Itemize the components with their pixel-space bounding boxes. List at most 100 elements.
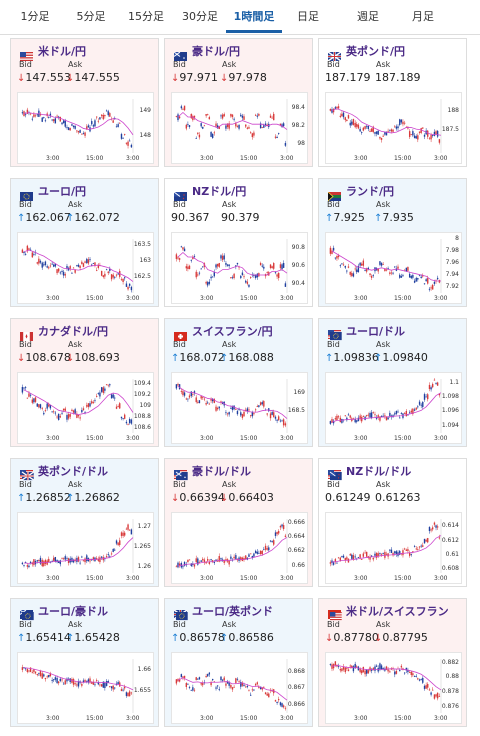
rate-card[interactable]: カナダドル/円 Bid Ask ↓108.678 ↓108.693 109.4 109.2 1…	[10, 318, 159, 447]
candle	[53, 679, 55, 681]
pair-name[interactable]: NZドル/ドル	[346, 465, 412, 478]
candle	[220, 401, 222, 403]
rate-card[interactable]: 米ドル/円 Bid Ask ↓147.553 ↓147.555 149 148 3:00 15:…	[10, 38, 159, 167]
x-tick-label: 15:00	[86, 295, 104, 302]
candle	[369, 667, 371, 671]
flag-icon	[19, 606, 34, 621]
price-chart[interactable]: 8 7.98 7.96 7.94 7.92 3:00 15:00 3:00	[325, 232, 462, 304]
pair-name[interactable]: 豪ドル/円	[192, 45, 241, 58]
price-chart[interactable]: 90.8 90.6 90.4 3:00 15:00 3:00	[171, 232, 308, 304]
candle	[86, 555, 88, 562]
candle	[423, 283, 426, 285]
price-chart[interactable]: 109.4 109.2 109 108.8 108.6 3:00 15:00 3:00	[17, 372, 154, 444]
candle	[211, 276, 214, 278]
price-chart[interactable]: 1.66 1.655 3:00 15:00 3:00	[17, 652, 154, 724]
candle	[197, 132, 199, 134]
candle	[408, 273, 411, 278]
tab-4[interactable]: 30分足	[182, 10, 218, 23]
ask-label: Ask	[222, 620, 237, 629]
candle	[404, 548, 406, 550]
candle	[433, 131, 436, 136]
candle	[96, 558, 98, 559]
pair-name[interactable]: スイスフラン/円	[192, 325, 273, 338]
price-chart[interactable]: 0.666 0.664 0.662 0.66 3:00 15:00 3:00	[171, 512, 308, 584]
price-chart[interactable]: 1.1 1.098 1.096 1.094 3:00 15:00 3:00	[325, 372, 462, 444]
ask-label: Ask	[222, 340, 237, 349]
candle	[377, 268, 379, 272]
candle	[410, 275, 412, 279]
candle	[59, 416, 61, 418]
pair-name[interactable]: ユーロ/ドル	[346, 325, 406, 338]
candle	[341, 556, 343, 557]
tab-1[interactable]: 1分足	[20, 10, 50, 23]
pair-name[interactable]: ユーロ/豪ドル	[38, 605, 109, 618]
y-tick-label: 98.2	[291, 122, 305, 129]
candle	[82, 680, 85, 683]
candle	[99, 117, 101, 120]
rate-card[interactable]: 英ポンド/円 Bid Ask 187.179 187.189 188 187.5 3:00 15…	[318, 38, 467, 167]
price-chart[interactable]: 149 148 3:00 15:00 3:00	[17, 92, 154, 164]
candle	[347, 414, 350, 416]
pair-name[interactable]: 米ドル/スイスフラン	[346, 605, 449, 618]
rate-card[interactable]: NZドル/円 Bid Ask 90.367 90.379 90.8 90.6 90.4 3:00…	[164, 178, 313, 307]
x-tick-label: 3:00	[46, 295, 60, 302]
tab-5[interactable]: 1時間足	[226, 0, 282, 33]
price-chart[interactable]: 0.868 0.867 0.866 3:00 15:00 3:00	[171, 652, 308, 724]
bid-label: Bid	[19, 480, 32, 489]
pair-name[interactable]: 米ドル/円	[38, 45, 87, 58]
rate-card[interactable]: ユーロ/英ポンド Bid Ask ↑0.86578 ↑0.86586 0.868 0.867…	[164, 598, 313, 727]
candle	[367, 125, 369, 129]
x-tick-label: 3:00	[126, 435, 140, 442]
tab-8[interactable]: 月足	[412, 10, 434, 23]
rate-card[interactable]: 米ドル/スイスフラン Bid Ask ↓0.87780 ↓0.87795 0.882 0.8…	[318, 598, 467, 727]
candle	[66, 557, 68, 559]
price-chart[interactable]: 0.614 0.612 0.61 0.608 3:00 15:00 3:00	[325, 512, 462, 584]
pair-name[interactable]: 英ポンド/円	[346, 45, 406, 58]
x-tick-label: 3:00	[280, 575, 294, 582]
rate-card[interactable]: NZドル/ドル Bid Ask 0.61249 0.61263 0.614 0.612 0.6…	[318, 458, 467, 587]
candle	[370, 555, 373, 557]
rate-card[interactable]: 豪ドル/円 Bid Ask ↓97.971 ↓97.978 98.4 98.2 98 3:00 1…	[164, 38, 313, 167]
candle	[29, 394, 32, 396]
candle	[210, 276, 212, 279]
candle	[407, 266, 409, 271]
candle	[26, 109, 29, 114]
price-chart[interactable]: 1.27 1.265 1.26 3:00 15:00 3:00	[17, 512, 154, 584]
candle	[394, 413, 396, 415]
price-chart[interactable]: 188 187.5 3:00 15:00 3:00	[325, 92, 462, 164]
price-chart[interactable]: 0.882 0.88 0.878 0.876 3:00 15:00 3:00	[325, 652, 462, 724]
pair-name[interactable]: 豪ドル/ドル	[192, 465, 252, 478]
rate-card[interactable]: ユーロ/円 Bid Ask ↑162.067 ↑162.072 163.5 163 162.5…	[10, 178, 159, 307]
pair-name[interactable]: カナダドル/円	[38, 325, 109, 338]
tab-7[interactable]: 週足	[357, 10, 379, 23]
pair-name[interactable]: 英ポンド/ドル	[38, 465, 109, 478]
candle	[66, 126, 68, 128]
rate-card[interactable]: ユーロ/豪ドル Bid Ask ↑1.65414 ↑1.65428 1.66 1.655 3:…	[10, 598, 159, 727]
candle	[28, 670, 30, 672]
rate-card[interactable]: ランド/円 Bid Ask ↑7.925 ↑7.935 8 7.98 7.96 7.94 7.92…	[318, 178, 467, 307]
candle	[112, 548, 114, 552]
candle	[243, 684, 245, 686]
price-chart[interactable]: 163.5 163 162.5 3:00 15:00 3:00	[17, 232, 154, 304]
price-chart[interactable]: 98.4 98.2 98 3:00 15:00 3:00	[171, 92, 308, 164]
pair-name[interactable]: ユーロ/円	[38, 185, 87, 198]
tab-3[interactable]: 15分足	[128, 10, 164, 23]
candle	[380, 554, 383, 556]
rate-card[interactable]: 豪ドル/ドル Bid Ask ↓0.66394 ↓0.66403 0.666 0.664 0.…	[164, 458, 313, 587]
bid-value: ↑1.09836	[325, 351, 379, 364]
candle	[127, 424, 129, 426]
candle	[177, 114, 179, 121]
candle	[97, 120, 100, 122]
bid-number: 168.072	[179, 351, 225, 364]
tab-2[interactable]: 5分足	[76, 10, 106, 23]
rate-card[interactable]: 英ポンド/ドル Bid Ask ↑1.26852 ↑1.26862 1.27 1.265 1.…	[10, 458, 159, 587]
rate-card[interactable]: スイスフラン/円 Bid Ask ↑168.072 ↑168.088 169 168.5 3:…	[164, 318, 313, 447]
price-chart[interactable]: 169 168.5 3:00 15:00 3:00	[171, 372, 308, 444]
pair-name[interactable]: ランド/円	[346, 185, 395, 198]
bid-number: 108.678	[25, 351, 71, 364]
tab-6[interactable]: 日足	[297, 10, 319, 23]
pair-name[interactable]: NZドル/円	[192, 185, 247, 198]
rate-card[interactable]: ユーロ/ドル Bid Ask ↑1.09836 ↑1.09840 1.1 1.098 1.09…	[318, 318, 467, 447]
pair-name[interactable]: ユーロ/英ポンド	[192, 605, 274, 618]
candle	[31, 672, 34, 674]
